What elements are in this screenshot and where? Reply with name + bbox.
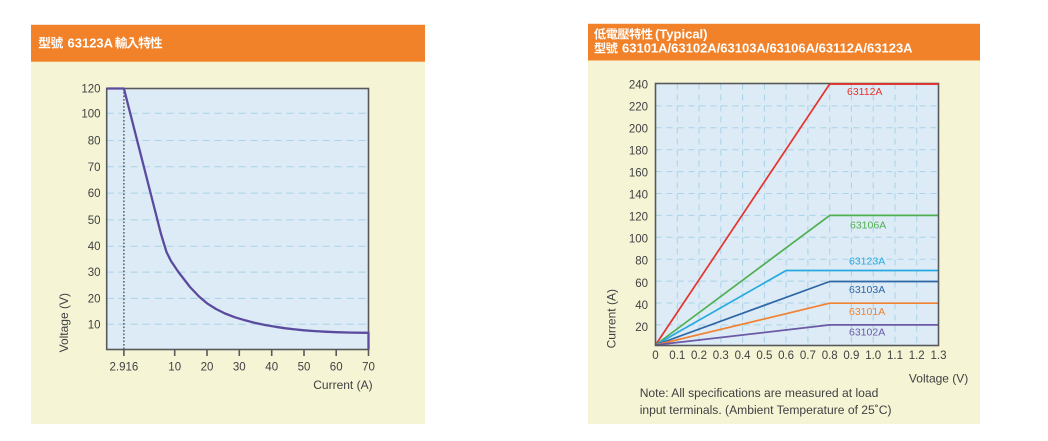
svg-text:Voltage (V): Voltage (V) xyxy=(57,293,71,352)
svg-text:200: 200 xyxy=(629,123,648,135)
svg-text:60: 60 xyxy=(88,188,101,200)
svg-text:30: 30 xyxy=(233,362,246,374)
svg-text:63123A: 63123A xyxy=(68,36,114,51)
svg-text:63106A: 63106A xyxy=(850,220,886,232)
svg-text:80: 80 xyxy=(635,256,648,268)
svg-text:63102A: 63102A xyxy=(849,327,885,339)
svg-text:40: 40 xyxy=(88,241,101,253)
svg-text:70: 70 xyxy=(88,162,101,174)
svg-text:1.2: 1.2 xyxy=(909,350,925,362)
svg-text:10: 10 xyxy=(168,362,181,374)
svg-text:50: 50 xyxy=(88,215,101,227)
svg-text:100: 100 xyxy=(629,234,648,246)
svg-text:63123A: 63123A xyxy=(849,256,885,268)
svg-text:40: 40 xyxy=(635,300,648,312)
svg-text:Current (A): Current (A) xyxy=(313,378,372,392)
svg-text:Current (A): Current (A) xyxy=(604,289,618,348)
svg-text:0.3: 0.3 xyxy=(713,350,729,362)
svg-text:100: 100 xyxy=(81,108,100,120)
svg-text:0: 0 xyxy=(652,350,658,362)
svg-text:10: 10 xyxy=(88,319,101,331)
svg-text:0.8: 0.8 xyxy=(822,350,838,362)
svg-text:60: 60 xyxy=(330,362,343,374)
svg-text:120: 120 xyxy=(81,84,100,96)
svg-text:Voltage (V): Voltage (V) xyxy=(909,372,968,386)
svg-text:20: 20 xyxy=(201,362,214,374)
svg-text:20: 20 xyxy=(635,322,648,334)
svg-text:40: 40 xyxy=(265,362,278,374)
svg-text:20: 20 xyxy=(88,293,101,305)
svg-text:Note: All specifications are m: Note: All specifications are measured at… xyxy=(640,386,879,400)
svg-text:180: 180 xyxy=(629,145,648,157)
svg-text:140: 140 xyxy=(629,190,648,202)
svg-text:0.9: 0.9 xyxy=(843,350,859,362)
svg-text:120: 120 xyxy=(629,212,648,224)
svg-text:0.2: 0.2 xyxy=(691,350,707,362)
svg-text:1.1: 1.1 xyxy=(887,350,903,362)
svg-text:2.916: 2.916 xyxy=(110,362,139,374)
svg-text:(Typical): (Typical) xyxy=(655,27,708,42)
svg-text:60: 60 xyxy=(635,278,648,290)
svg-text:50: 50 xyxy=(298,362,311,374)
svg-text:240: 240 xyxy=(629,79,648,91)
svg-text:63101A/63102A/63103A/63106A/63: 63101A/63102A/63103A/63106A/63112A/63123… xyxy=(622,41,913,56)
svg-text:input terminals. (Ambient Temp: input terminals. (Ambient Temperature of… xyxy=(640,403,892,417)
svg-text:1.3: 1.3 xyxy=(931,350,947,362)
svg-text:0.1: 0.1 xyxy=(669,350,685,362)
svg-text:63112A: 63112A xyxy=(847,86,882,98)
svg-text:0.7: 0.7 xyxy=(800,350,816,362)
svg-text:63101A: 63101A xyxy=(849,306,885,318)
svg-text:0.5: 0.5 xyxy=(756,350,772,362)
svg-text:80: 80 xyxy=(88,136,101,148)
svg-text:0.6: 0.6 xyxy=(778,350,794,362)
svg-text:1.0: 1.0 xyxy=(865,350,881,362)
svg-text:220: 220 xyxy=(629,101,648,113)
svg-text:160: 160 xyxy=(629,168,648,180)
svg-text:63103A: 63103A xyxy=(849,284,885,296)
svg-text:0.4: 0.4 xyxy=(735,350,752,362)
svg-text:30: 30 xyxy=(88,267,101,279)
svg-text:70: 70 xyxy=(362,362,375,374)
